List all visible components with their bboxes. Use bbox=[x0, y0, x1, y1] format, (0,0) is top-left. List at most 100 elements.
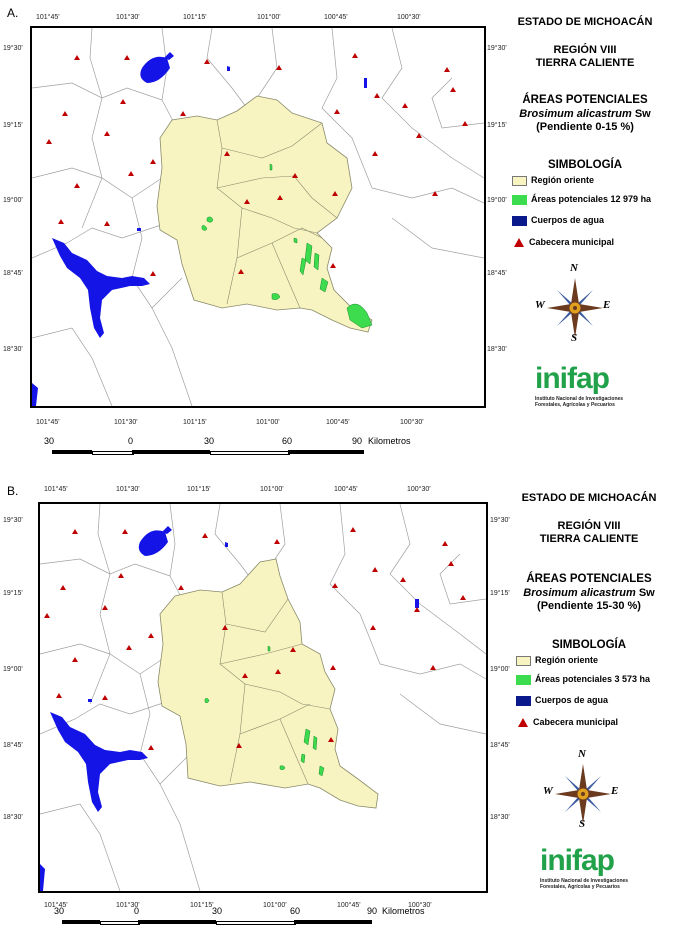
scale-tick-label: 90 bbox=[352, 436, 363, 446]
scale-segment bbox=[52, 450, 92, 454]
map-frame bbox=[38, 502, 488, 893]
slope-range: (Pendiente 15-30 %) bbox=[537, 600, 641, 612]
compass-west: W bbox=[535, 299, 545, 311]
symbology-title: SIMBOLOGÍA bbox=[547, 159, 623, 171]
legend-item-town: Cabecera municipal bbox=[512, 237, 615, 248]
scale-tick-label: 30 bbox=[212, 906, 223, 916]
state-title: ESTADO DE MICHOACÁN bbox=[517, 16, 653, 28]
scale-tick-label: 0 bbox=[128, 436, 134, 446]
areas-title: ÁREAS POTENCIALES bbox=[526, 573, 652, 585]
left-lat-label: 19°00' bbox=[3, 197, 23, 204]
legend-label: Cabecera municipal bbox=[533, 717, 619, 727]
compass-west: W bbox=[543, 785, 553, 797]
right-lat-label: 19°00' bbox=[490, 666, 510, 673]
logo-wordmark: inifap bbox=[535, 362, 610, 395]
legend-panel: ESTADO DE MICHOACÁN REGIÓN VIII TIERRA C… bbox=[500, 0, 670, 466]
right-lat-label: 19°30' bbox=[490, 517, 510, 524]
scale-segment bbox=[210, 451, 290, 455]
right-lat-label: 19°15' bbox=[490, 590, 510, 597]
potential-areas bbox=[204, 645, 325, 777]
left-lat-label: 18°30' bbox=[3, 814, 23, 821]
species-author: Sw bbox=[638, 587, 655, 599]
top-lon-label: 101°30' bbox=[116, 486, 140, 493]
left-lat-label: 19°00' bbox=[3, 666, 23, 673]
areas-title: ÁREAS POTENCIALES bbox=[522, 94, 648, 106]
right-lat-label: 19°00' bbox=[487, 197, 507, 204]
bottom-lon-label: 101°15' bbox=[190, 902, 214, 909]
region-line2: TIERRA CALIENTE bbox=[539, 533, 639, 545]
legend-item-potential: Áreas potenciales 12 979 ha bbox=[512, 194, 651, 205]
legend-label: Cuerpos de agua bbox=[535, 695, 609, 705]
bottom-lon-label: 100°30' bbox=[408, 902, 432, 909]
inifap-logo: inifap Instituto Nacional de Investigaci… bbox=[535, 362, 645, 408]
region-line1: REGIÓN VIII bbox=[553, 44, 617, 56]
scale-segment bbox=[138, 920, 216, 924]
compass-east: E bbox=[603, 299, 611, 311]
top-lon-label: 100°45' bbox=[334, 486, 358, 493]
bottom-lon-label: 101°30' bbox=[116, 902, 140, 909]
scale-tick-label: 30 bbox=[204, 436, 215, 446]
compass-north: N bbox=[570, 262, 578, 274]
region-oriente bbox=[156, 95, 373, 333]
bottom-lon-label: 101°15' bbox=[183, 419, 207, 426]
scale-unit: Kilometros bbox=[382, 906, 425, 916]
compass-north: N bbox=[578, 748, 586, 760]
water-bodies bbox=[40, 526, 419, 891]
species-name: Brosimum alicastrum bbox=[519, 108, 632, 120]
scale-tick-label: 60 bbox=[290, 906, 301, 916]
bottom-lon-label: 101°45' bbox=[36, 419, 60, 426]
panel-label: B. bbox=[7, 484, 19, 498]
compass-south: S bbox=[579, 818, 586, 830]
scale-segment bbox=[216, 921, 296, 925]
scale-bar: 30 0 30 60 90 Kilometros bbox=[54, 906, 425, 946]
town-markers bbox=[44, 527, 466, 750]
right-lat-label: 19°15' bbox=[487, 122, 507, 129]
right-lat-label: 18°45' bbox=[490, 742, 510, 749]
legend-item-water: Cuerpos de agua bbox=[512, 215, 604, 226]
bottom-lon-label: 100°45' bbox=[337, 902, 361, 909]
compass-east: E bbox=[611, 785, 619, 797]
region-swatch bbox=[516, 655, 531, 666]
legend-label: Áreas potenciales 3 573 ha bbox=[535, 674, 651, 684]
legend-item-town: Cabecera municipal bbox=[516, 717, 619, 728]
map-graphic bbox=[32, 28, 484, 406]
scale-segment bbox=[132, 450, 210, 454]
water-swatch bbox=[512, 215, 527, 226]
town-triangle-icon bbox=[514, 238, 524, 248]
species-name: Brosimum alicastrum bbox=[523, 587, 636, 599]
potential-areas bbox=[201, 163, 373, 329]
potential-swatch bbox=[512, 194, 527, 205]
left-lat-label: 18°30' bbox=[3, 346, 23, 353]
scale-tick-label: 30 bbox=[54, 906, 65, 916]
town-markers bbox=[46, 53, 468, 276]
legend-label: Región oriente bbox=[535, 655, 599, 665]
legend-label: Áreas potenciales 12 979 ha bbox=[531, 194, 652, 204]
legend-item-water: Cuerpos de agua bbox=[516, 695, 608, 706]
logo-wordmark: inifap bbox=[540, 844, 615, 877]
bottom-lon-label: 101°00' bbox=[256, 419, 280, 426]
left-lat-label: 19°30' bbox=[3, 517, 23, 524]
scale-segment bbox=[62, 920, 100, 924]
state-title: ESTADO DE MICHOACÁN bbox=[521, 492, 657, 504]
region-swatch bbox=[512, 175, 527, 186]
logo-subtitle: Instituto Nacional de Investigaciones Fo… bbox=[535, 396, 624, 408]
bottom-lon-label: 101°45' bbox=[44, 902, 68, 909]
species-author: Sw bbox=[634, 108, 651, 120]
scale-tick-label: 0 bbox=[134, 906, 140, 916]
right-lat-label: 18°30' bbox=[490, 814, 510, 821]
scale-segment bbox=[100, 921, 140, 925]
symbology-title: SIMBOLOGÍA bbox=[551, 639, 627, 651]
legend-label: Cabecera municipal bbox=[529, 237, 615, 247]
water-bodies bbox=[32, 52, 367, 406]
right-lat-label: 18°30' bbox=[487, 346, 507, 353]
bottom-lon-label: 100°45' bbox=[326, 419, 350, 426]
top-lon-label: 100°30' bbox=[397, 14, 421, 21]
right-lat-label: 18°45' bbox=[487, 270, 507, 277]
town-triangle-icon bbox=[518, 718, 528, 728]
compass-south: S bbox=[571, 332, 578, 344]
bottom-lon-label: 101°00' bbox=[263, 902, 287, 909]
legend-label: Región oriente bbox=[531, 175, 595, 185]
panel-label: A. bbox=[7, 6, 19, 20]
top-lon-label: 100°45' bbox=[324, 14, 348, 21]
map-graphic bbox=[40, 504, 486, 891]
